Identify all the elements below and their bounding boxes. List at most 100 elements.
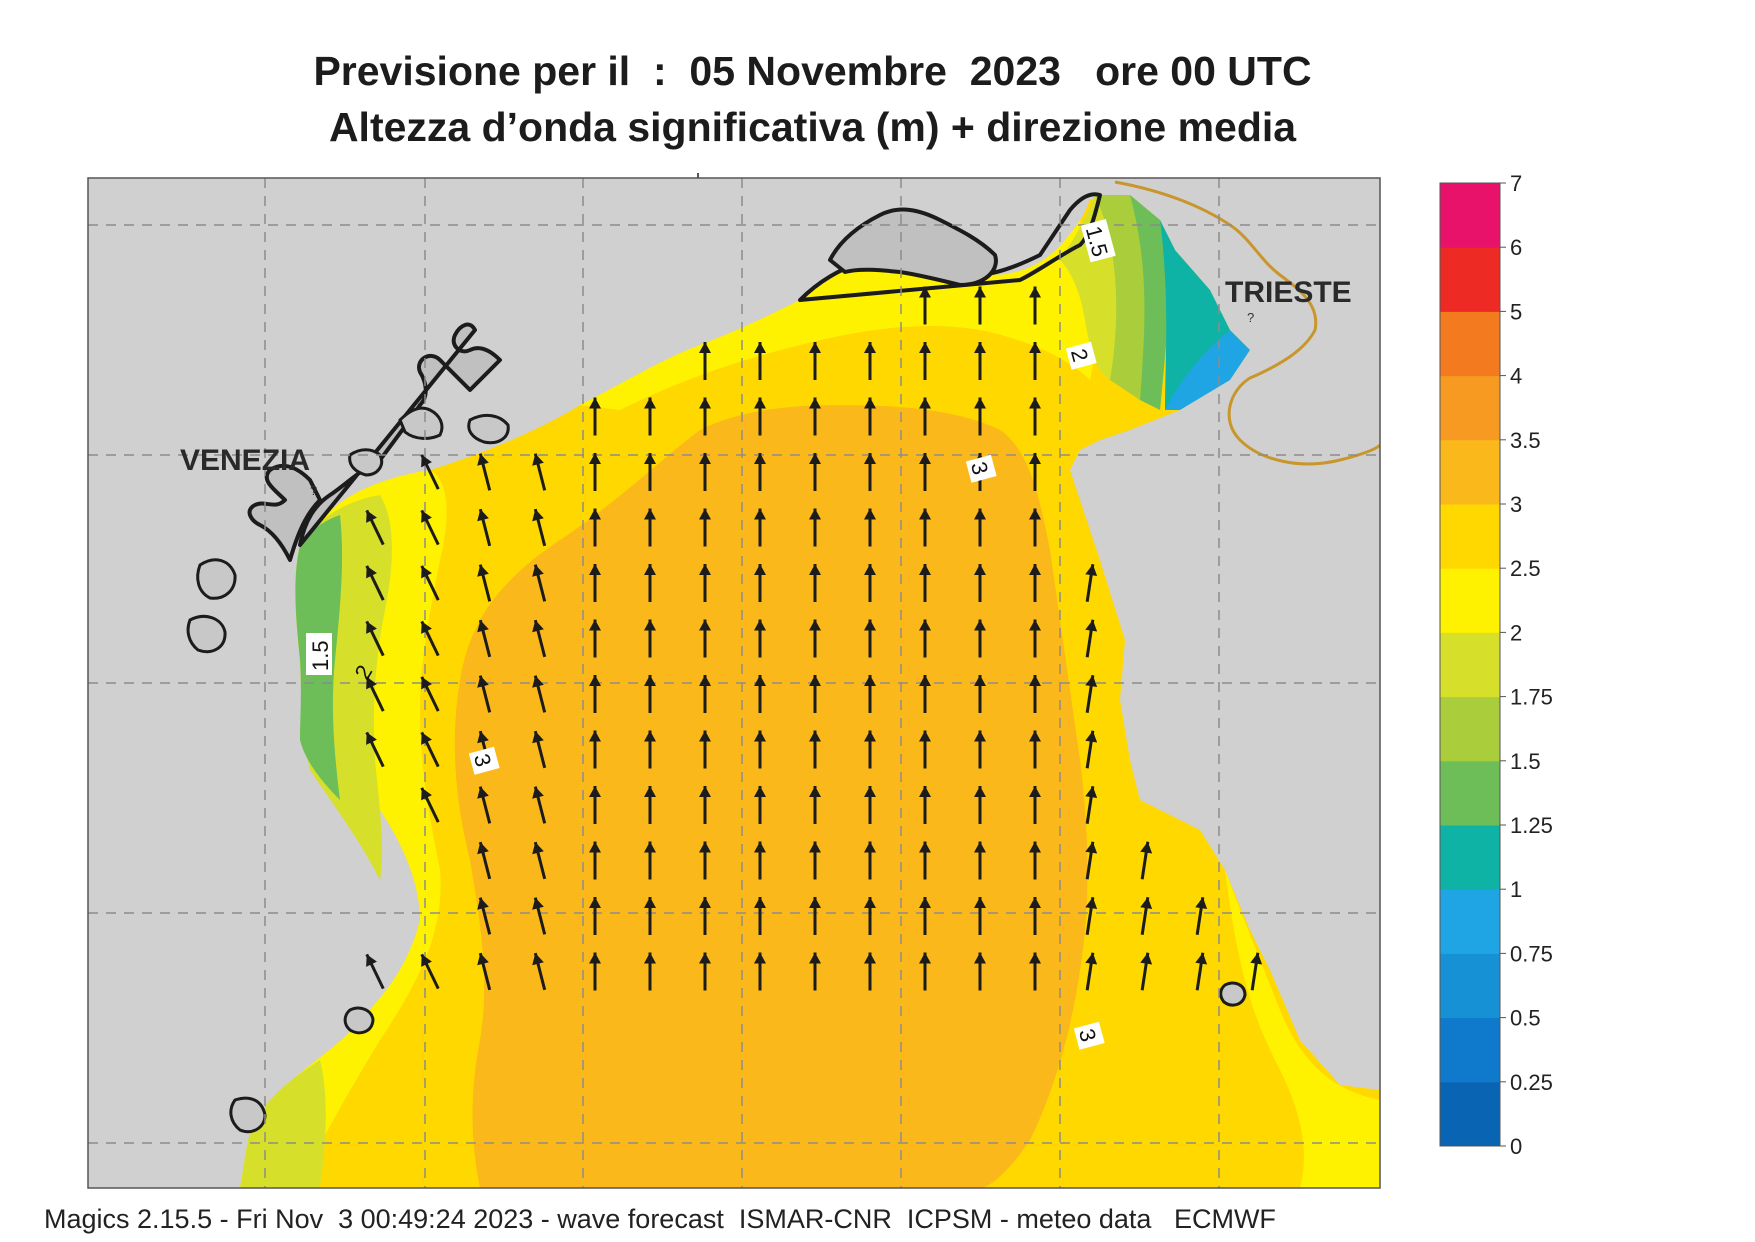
wave-arrow [754,397,766,436]
wave-arrow [477,508,492,547]
wave-arrow [1029,952,1041,991]
wave-arrow [644,675,656,713]
wave-arrow [1029,841,1041,880]
wave-arrow [919,952,931,991]
colorbar-tick-label: 2 [1510,620,1522,645]
wave-arrow [365,676,385,712]
wave-arrow [974,342,986,380]
colorbar-swatch [1440,1017,1500,1083]
title-line-2: Altezza d’onda significativa (m) + direz… [328,104,1297,150]
wave-arrow [420,731,440,768]
colorbar-swatch [1440,568,1500,633]
wave-arrow [919,619,931,658]
wave-arrow [420,565,440,601]
wave-arrow [1029,786,1041,824]
wave-arrow [589,841,601,880]
city-marker-venezia: ? [310,483,317,498]
wave-arrow [644,841,656,880]
wave-arrow [1029,897,1041,935]
colorbar-tick-label: 7 [1510,171,1522,196]
city-marker-trieste: ? [1247,310,1254,325]
colorbar-frame [1439,182,1501,1147]
colorbar-tick-label: 4 [1510,364,1522,389]
wave-arrow [1140,952,1153,991]
colorbar-tick-label: 0.5 [1510,1006,1541,1031]
wave-arrow [589,952,601,991]
wave-arrow [477,564,492,602]
wave-arrow [644,952,656,991]
colorbar-tick-label: 6 [1510,235,1522,260]
wave-arrow [1029,675,1041,713]
wave-arrow [974,675,986,713]
wave-arrow [754,786,766,824]
wave-arrow [644,897,656,935]
wave-arrow [477,619,492,658]
colorbar-tick-label: 0.25 [1510,1070,1553,1095]
wave-arrow [699,786,711,824]
colorbar-swatch [1440,375,1500,441]
wave-arrow [919,342,931,380]
wave-arrow [919,730,931,769]
city-label-trieste: TRIESTE [1225,276,1352,309]
wave-arrow [699,675,711,713]
lagoon-islands [186,406,1247,1134]
wave-arrow [809,564,821,602]
wave-arrow [589,619,601,658]
colorbar-tick-label: 1.75 [1510,685,1553,710]
wave-direction-arrows [365,286,1263,991]
wave-arrow [699,841,711,880]
wave-arrow [919,286,931,325]
wave-arrow [754,619,766,658]
wave-arrow [365,620,385,657]
band-north [580,220,1095,410]
wave-arrow [809,841,821,880]
wave-arrow [1085,674,1098,714]
colorbar-swatch [1440,696,1500,762]
wave-arrow [1029,342,1041,380]
title-line-1: Previsione per il : 05 Novembre 2023 ore… [313,48,1312,94]
wave-arrow [809,730,821,769]
wave-arrow [974,619,986,658]
wave-arrow [809,508,821,547]
wave-arrow [420,676,440,712]
wave-arrow [1029,730,1041,769]
wave-arrow [644,397,656,436]
colorbar-swatch [1440,632,1500,698]
wave-arrow [699,397,711,436]
wave-arrow [809,453,821,491]
wave-arrow [1029,564,1041,602]
colorbar-swatch [1440,247,1500,312]
wave-arrow [1085,785,1098,825]
wave-arrow [1085,896,1098,936]
wave-arrow [864,786,876,824]
wave-arrow [809,619,821,658]
wave-arrow [420,787,440,823]
wave-arrow [699,564,711,602]
wave-arrow [809,397,821,436]
wave-arrow [919,508,931,547]
wave-arrow [919,397,931,436]
wave-arrow [919,564,931,602]
wave-arrow [754,564,766,602]
wave-arrow [589,786,601,824]
band-se [1225,870,1380,1188]
wave-arrow [532,841,547,880]
wave-arrow [754,730,766,769]
colorbar-tick-label: 1.25 [1510,813,1553,838]
wave-arrow [644,508,656,547]
wave-arrow [1085,563,1098,603]
wave-arrow [1250,952,1263,991]
wave-arrow [1029,453,1041,491]
wave-arrow [919,841,931,880]
wave-arrow [809,897,821,935]
wave-arrow [589,564,601,602]
wave-arrow [919,453,931,491]
wave-arrow [1195,952,1208,991]
wave-arrow [1029,286,1041,325]
wave-arrow [754,342,766,380]
wave-arrow [420,620,440,657]
wave-arrow [1029,508,1041,547]
colorbar-tick-label: 5 [1510,299,1522,324]
wave-arrow [864,397,876,436]
